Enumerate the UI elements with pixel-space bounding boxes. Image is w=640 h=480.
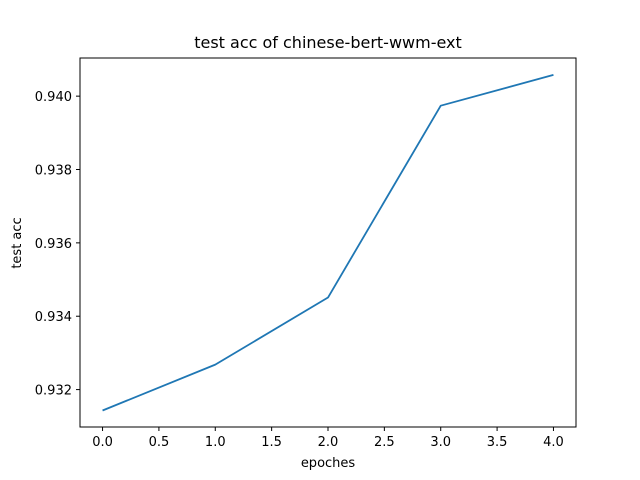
y-axis-ticks: 0.932 0.934 0.936 0.938 0.940 <box>35 90 80 399</box>
x-axis-ticks: 0.0 0.5 1.0 1.5 2.0 2.5 3.0 3.5 4.0 <box>92 427 564 450</box>
series-layer <box>102 74 554 412</box>
x-tick-label: 3.0 <box>430 435 451 450</box>
x-tick-label: 0.5 <box>149 435 170 450</box>
x-tick-label: 3.5 <box>487 435 508 450</box>
y-tick-label: 0.932 <box>35 384 72 399</box>
series-line <box>102 74 554 412</box>
x-tick-label: 2.5 <box>374 435 395 450</box>
x-axis-label: epoches <box>301 456 356 471</box>
x-tick-label: 1.5 <box>261 435 282 450</box>
x-tick-label: 4.0 <box>543 435 564 450</box>
plot-area: 0.0 0.5 1.0 1.5 2.0 2.5 3.0 3.5 4.0 0.9320.9340.… <box>35 57 577 450</box>
y-axis-label: test acc <box>10 217 25 268</box>
axes-frame <box>79 57 577 428</box>
y-tick-label: 0.938 <box>35 164 72 179</box>
y-tick-label: 0.936 <box>35 237 72 252</box>
x-tick-label: 0.0 <box>92 435 113 450</box>
y-tick-label: 0.940 <box>35 90 72 105</box>
y-tick-label: 0.934 <box>35 310 72 325</box>
x-tick-label: 1.0 <box>205 435 226 450</box>
chart-title: test acc of chinese-bert-wwm-ext <box>194 33 462 52</box>
x-tick-label: 2.0 <box>318 435 339 450</box>
